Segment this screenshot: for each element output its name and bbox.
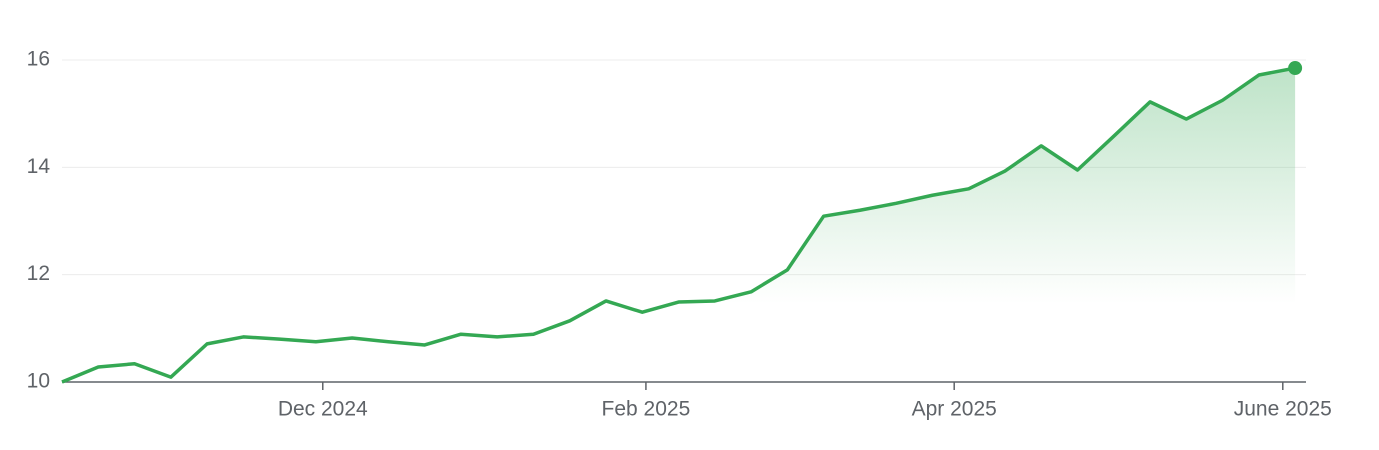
- y-tick-label: 12: [27, 262, 50, 285]
- y-tick-label: 16: [27, 48, 50, 71]
- end-point: [1288, 61, 1303, 76]
- x-tick-label: Dec 2024: [278, 398, 368, 421]
- area: [62, 68, 1296, 383]
- x-tick-label: Apr 2025: [912, 398, 997, 421]
- x-tick-label: Feb 2025: [602, 398, 691, 421]
- x-tick-label: June 2025: [1234, 398, 1332, 421]
- line: [61, 66, 1296, 384]
- y-tick-label: 10: [27, 370, 50, 393]
- y-tick-label: 14: [27, 155, 51, 178]
